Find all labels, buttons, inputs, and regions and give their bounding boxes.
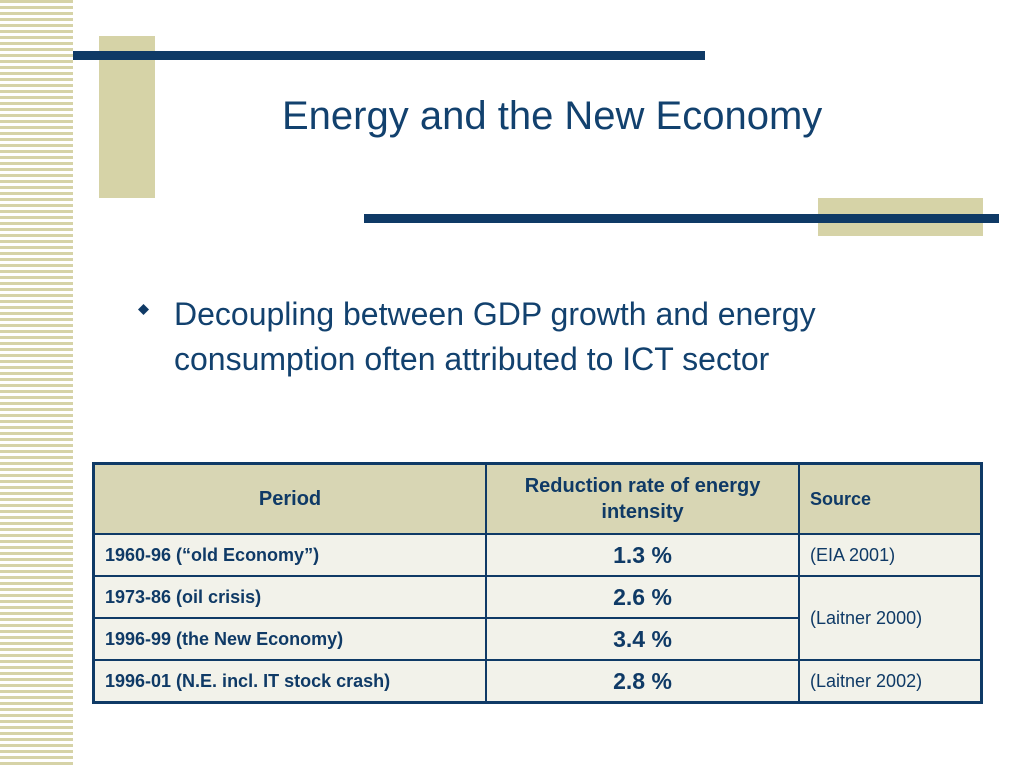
rate-cell: 2.8 % [485, 659, 801, 704]
table-row: 1973-86 (oil crisis) 2.6 % (Laitner 2000… [92, 575, 983, 661]
header-source: Source [798, 462, 983, 535]
rate-cell: 1.3 % [485, 533, 801, 577]
title-rule-bottom [364, 214, 999, 223]
slide-title: Energy and the New Economy [282, 94, 823, 138]
decorative-block-left [99, 36, 155, 198]
energy-intensity-table: Period Reduction rate of energy intensit… [92, 462, 983, 704]
decorative-stripes [0, 0, 73, 768]
period-cell: 1996-99 (the New Economy) [92, 617, 488, 661]
table-header-row: Period Reduction rate of energy intensit… [92, 462, 983, 535]
table-row: 1960-96 (“old Economy”) 1.3 % (EIA 2001) [92, 533, 983, 577]
header-rate: Reduction rate of energy intensity [485, 462, 801, 535]
title-rule-top [73, 51, 705, 60]
source-cell: (Laitner 2000) [798, 575, 983, 661]
table-row: 1996-01 (N.E. incl. IT stock crash) 2.8 … [92, 659, 983, 704]
table-row: 1996-99 (the New Economy) 3.4 % [92, 617, 982, 661]
period-cell: 1973-86 (oil crisis) [92, 575, 488, 619]
rate-cell: 2.6 % [485, 575, 801, 619]
source-cell: (Laitner 2002) [798, 659, 983, 704]
period-cell: 1996-01 (N.E. incl. IT stock crash) [92, 659, 488, 704]
diamond-icon [138, 304, 149, 315]
source-cell: (EIA 2001) [798, 533, 983, 577]
bullet-text: Decoupling between GDP growth and energy… [174, 296, 816, 377]
header-period: Period [92, 462, 488, 535]
period-cell: 1960-96 (“old Economy”) [92, 533, 488, 577]
rate-cell: 3.4 % [485, 617, 801, 661]
